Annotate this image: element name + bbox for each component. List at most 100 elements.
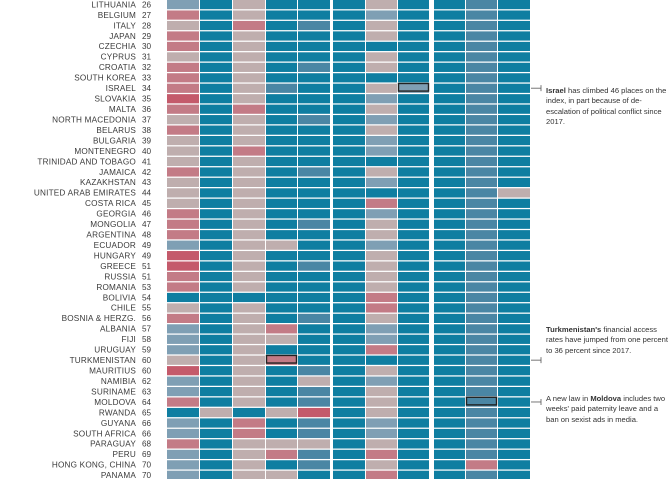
rank-label: 38 [142,126,152,135]
heatmap-cell [200,313,232,323]
heatmap-cell [466,345,497,355]
highlight-boxes [265,82,498,406]
heatmap-cell [167,428,199,439]
heatmap-cell [398,282,429,292]
heatmap-cell [398,240,429,250]
heatmap-cell [366,94,397,104]
heatmap-cell [498,31,530,41]
heatmap-cell [167,449,199,459]
country-label: PERU [112,450,136,459]
heatmap-cell [366,73,397,83]
heatmap-cell [200,104,232,114]
heatmap-cell [266,470,297,479]
rank-label: 27 [142,11,152,20]
heatmap-cell [266,355,297,365]
heatmap-cell [200,292,232,303]
heatmap-cell [366,460,397,470]
heatmap-cell [333,41,365,52]
heatmap-cell [498,20,530,31]
heatmap-cell [498,230,530,240]
country-label: CZECHIA [99,42,137,51]
rank-label: 26 [142,0,152,9]
heatmap-cell [298,94,330,104]
heatmap-cell [167,261,199,271]
rank-label: 35 [142,95,152,104]
heatmap-cell [333,62,365,72]
heatmap-cell [466,240,497,250]
heatmap-cell [466,188,497,198]
heatmap-cell [298,334,330,344]
heatmap-cell [200,407,232,418]
rank-label: 69 [142,450,152,459]
heatmap-cell [434,167,465,177]
heatmap-cell [333,219,365,229]
country-label: HONG KONG, CHINA [52,461,137,470]
heatmap-cell [466,355,497,365]
heatmap-cell [266,167,297,177]
rank-label: 70 [142,461,152,470]
heatmap-cell [366,125,397,135]
heatmap-cell [233,125,265,135]
heatmap-cell [333,418,365,428]
heatmap-cell [466,62,497,72]
heatmap-cell [233,407,265,418]
heatmap-cell [298,261,330,271]
heatmap-cell [298,282,330,292]
heatmap-cell [333,198,365,208]
heatmap-cell [434,313,465,323]
country-label: HUNGARY [94,251,137,260]
heatmap-cell [333,271,365,282]
country-label: GEORGIA [96,210,136,219]
heatmap-cell [466,407,497,418]
heatmap-cell [200,167,232,177]
heatmap-cell [366,345,397,355]
heatmap-cell [434,62,465,72]
heatmap-cell [233,188,265,198]
heatmap-cell [366,230,397,240]
heatmap-cell [434,387,465,397]
country-label: ROMANIA [96,283,136,292]
heatmap-cell [466,41,497,52]
heatmap-cell [498,177,530,188]
heatmap-cell [466,261,497,271]
country-label: BELARUS [96,126,136,135]
heatmap-cell [398,73,429,83]
heatmap-cell [298,156,330,167]
heatmap-cell [398,20,429,31]
heatmap-cell [498,209,530,219]
heatmap-cell [167,387,199,397]
rank-label: 51 [142,262,152,271]
highlight-box [465,396,498,406]
heatmap-cell [398,52,429,62]
country-label: CROATIA [99,63,137,72]
annotation-israel: Israel has climbed 46 places on the inde… [546,86,668,127]
heatmap-cell [498,125,530,135]
heatmap-cell [167,271,199,282]
heatmap-cell [434,282,465,292]
heatmap-cell [466,397,497,407]
heatmap-cell [366,20,397,31]
heatmap-cell [167,135,199,146]
rank-label: 65 [142,408,152,417]
heatmap-cell [167,198,199,208]
heatmap-cell [434,0,465,10]
rank-label: 53 [142,283,152,292]
heatmap-cell [200,230,232,240]
heatmap-cell [200,240,232,250]
heatmap-cell [366,449,397,459]
heatmap-cell [167,470,199,479]
heatmap-cell [233,376,265,386]
heatmap-cell [466,20,497,31]
heatmap-cell [200,0,232,10]
heatmap-cell [466,230,497,240]
heatmap-cell [233,292,265,303]
heatmap-cell [466,167,497,177]
country-label: PARAGUAY [90,440,136,449]
heatmap-cell [233,167,265,177]
heatmap-cell [298,397,330,407]
annotation-leaders [531,85,542,405]
heatmap-cell [266,240,297,250]
heatmap-cell [233,135,265,146]
heatmap-cell [298,209,330,219]
heatmap-cell [298,313,330,323]
